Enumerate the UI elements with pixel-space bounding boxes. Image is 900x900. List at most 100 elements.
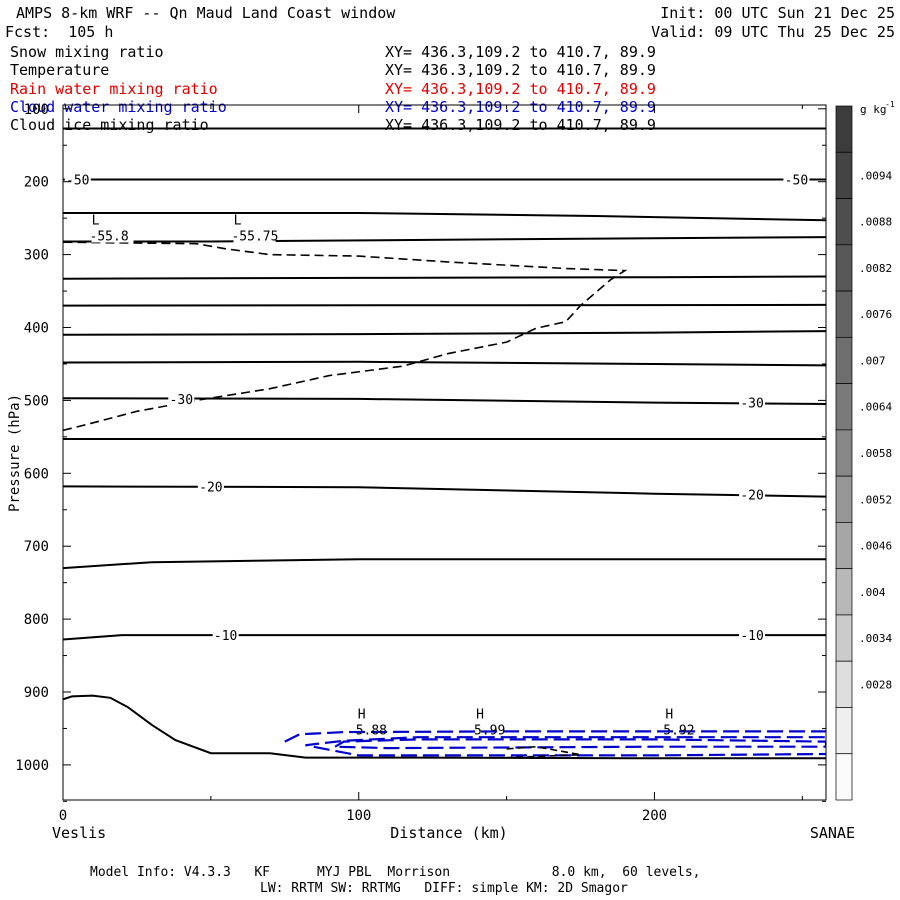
colorbar-swatch <box>835 198 853 246</box>
colorbar-label: .004 <box>859 586 886 599</box>
field-name: Rain water mixing ratio <box>10 80 218 98</box>
x-tick-label: 200 <box>642 808 667 824</box>
isotherm-label-bg <box>64 172 91 187</box>
model-info-line1: Model Info: V4.3.3 KF MYJ PBL Morrison 8… <box>90 865 701 880</box>
colorbar-swatch <box>835 151 853 199</box>
isotherm-line <box>63 485 826 498</box>
extremum-bg <box>91 228 134 243</box>
isotherm-line <box>63 212 826 222</box>
isotherm-label: -10 <box>214 629 237 644</box>
y-tick-label: 800 <box>24 612 49 628</box>
isotherm-label-bg <box>739 395 766 410</box>
model-info-line2: LW: RRTM SW: RRTMG DIFF: simple KM: 2D S… <box>260 881 628 896</box>
colorbar-swatch <box>835 105 853 153</box>
y-tick-label: 400 <box>24 321 49 337</box>
colorbar-swatch <box>835 383 853 431</box>
extremum-value: 5.92 <box>663 724 694 739</box>
colorbar-swatch <box>835 522 853 570</box>
isotherm-label-bg <box>197 479 224 494</box>
isotherm-line <box>63 275 826 280</box>
field-xy: XY= 436.3,109.2 to 410.7, 89.9 <box>385 43 656 61</box>
isotherm-label: -30 <box>170 393 193 408</box>
forecast-hour: Fcst: 105 h <box>5 23 114 41</box>
isotherm-label: -20 <box>199 480 222 495</box>
colorbar-swatch <box>835 753 853 801</box>
isotherm-line <box>63 330 826 336</box>
colorbar-swatch <box>835 290 853 338</box>
snow-contour <box>63 241 628 432</box>
cloud-water-contour <box>334 738 826 750</box>
colorbar-swatch <box>835 660 853 708</box>
cloud-ice-contour <box>506 745 581 759</box>
isotherm-line <box>63 360 826 367</box>
isotherm-label: -10 <box>740 629 763 644</box>
colorbar-label: .0076 <box>859 308 892 321</box>
field-xy: XY= 436.3,109.2 to 410.7, 89.9 <box>385 80 656 98</box>
colorbar-label: .0052 <box>859 493 892 506</box>
colorbar-swatch <box>835 336 853 384</box>
colorbar-swatch <box>835 429 853 477</box>
isotherm-label-bg <box>168 391 195 406</box>
extremum-marker: H <box>476 708 484 723</box>
colorbar-unit-exponent: -1 <box>885 100 895 109</box>
field-name: Snow mixing ratio <box>10 43 164 61</box>
colorbar-swatch <box>835 244 853 292</box>
x-axis-label: Distance (km) <box>390 824 507 842</box>
extremum-marker: H <box>665 708 673 723</box>
extremum-value: -55.75 <box>231 229 278 244</box>
extremum-bg <box>233 228 276 243</box>
colorbar-swatch <box>835 614 853 662</box>
extremum-marker: L <box>234 213 242 228</box>
colorbar-label: .0034 <box>859 632 892 645</box>
x-tick-label: 0 <box>59 808 67 824</box>
colorbar-label: .0028 <box>859 678 892 691</box>
colorbar-swatch <box>835 568 853 616</box>
y-tick-label: 300 <box>24 248 49 264</box>
extremum-value: 5.99 <box>474 724 505 739</box>
colorbar-label: .0064 <box>859 401 892 414</box>
x-endpoint-left: Veslis <box>52 824 106 842</box>
extremum-marker: L <box>92 213 100 228</box>
colorbar-swatch <box>835 475 853 523</box>
colorbar-label: .0082 <box>859 262 892 275</box>
colorbar-label: .0046 <box>859 540 892 553</box>
field-xy: XY= 436.3,109.2 to 410.7, 89.9 <box>385 98 656 116</box>
y-tick-label: 500 <box>24 393 49 409</box>
x-tick-label: 100 <box>346 808 371 824</box>
colorbar-label: .007 <box>859 354 886 367</box>
isotherm-label-bg <box>783 172 810 187</box>
y-tick-label: 600 <box>24 466 49 482</box>
y-axis-label: Pressure (hPa) <box>7 394 23 512</box>
field-name: Temperature <box>10 61 110 79</box>
y-tick-label: 200 <box>24 175 49 191</box>
colorbar-swatch <box>835 707 853 755</box>
colorbar-label: .0088 <box>859 216 892 229</box>
isotherm-line <box>63 558 826 570</box>
isotherm-label: -50 <box>66 174 89 189</box>
y-tick-label: 1000 <box>15 758 49 774</box>
plot-title: AMPS 8-km WRF -- Qn Maud Land Coast wind… <box>16 4 396 22</box>
isotherm-line <box>63 303 826 307</box>
extremum-value: -55.8 <box>90 229 129 244</box>
colorbar-label: .0058 <box>859 447 892 460</box>
isotherm-line <box>63 236 826 243</box>
colorbar-label: .0094 <box>859 169 892 182</box>
isotherm-label: -20 <box>740 488 763 503</box>
extremum-marker: H <box>358 708 366 723</box>
isotherm-line <box>63 634 826 641</box>
isotherm-label-bg <box>739 487 766 502</box>
isotherm-line <box>63 694 826 760</box>
y-tick-label: 900 <box>24 685 49 701</box>
colorbar-unit: g kg <box>860 103 887 116</box>
y-tick-label: 100 <box>24 102 49 118</box>
plot-frame <box>62 104 827 801</box>
valid-time: Valid: 09 UTC Thu 25 Dec 25 <box>651 23 895 41</box>
isotherm-label-bg <box>212 628 239 643</box>
x-endpoint-right: SANAE <box>810 824 855 842</box>
cloud-water-contour <box>284 730 826 757</box>
isotherm-label: -50 <box>785 174 808 189</box>
isotherm-label-bg <box>739 628 766 643</box>
field-name: Cloud water mixing ratio <box>10 98 227 116</box>
extremum-value: 5.88 <box>356 724 387 739</box>
